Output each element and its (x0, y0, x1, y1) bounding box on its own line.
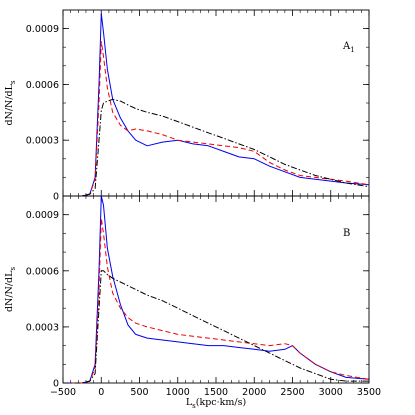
x-axis-title: Ls(kpc·km/s) (186, 397, 246, 410)
panel-b-marks (62, 195, 370, 384)
panel-a1-frame (62, 9, 370, 197)
y-tick-label: 0.0006 (26, 80, 59, 91)
x-tick-label: 3000 (319, 387, 343, 398)
panel-b-frame (62, 195, 370, 384)
panel-a1-y-axis-title: dN/N/dLs (4, 80, 17, 126)
panel-a1-label: A1 (342, 41, 355, 54)
series-line-dashed (63, 41, 370, 197)
y-tick-label: 0.0006 (26, 266, 59, 277)
y-tick-label: 0 (53, 379, 59, 390)
x-tick-label: 2000 (242, 387, 266, 398)
series-line-dashed (63, 217, 370, 384)
x-tick-label: 1500 (204, 387, 228, 398)
series-line-dashdot (63, 98, 370, 197)
panel-a1: A1 dN/N/dLs 0 0.0003 0.0006 0.0009 (4, 9, 370, 203)
panel-b: B dN/N/dLs −500 0 500 1000 1500 2000 2500 3000 3… (4, 195, 381, 398)
x-tick-label: 2500 (280, 387, 304, 398)
x-tick-label: −500 (50, 387, 76, 398)
x-tick-label: 0 (98, 387, 104, 398)
y-tick-label: 0.0003 (26, 322, 59, 333)
panel-b-label: B (343, 228, 350, 239)
panel-b-y-axis-title: dN/N/dLs (4, 267, 17, 313)
y-tick-label: 0.0009 (26, 210, 59, 221)
x-tick-label: 1000 (166, 387, 190, 398)
series-line-solid (63, 195, 370, 384)
y-tick-label: 0.0003 (26, 136, 59, 147)
series-line-dashdot (63, 270, 369, 384)
series-line-solid (63, 13, 370, 197)
y-tick-label: 0.0009 (26, 24, 59, 35)
panel-a1-marks (62, 10, 370, 197)
y-tick-label: 0 (53, 192, 59, 203)
x-tick-label: 500 (130, 387, 148, 398)
x-tick-label: 3500 (357, 387, 381, 398)
